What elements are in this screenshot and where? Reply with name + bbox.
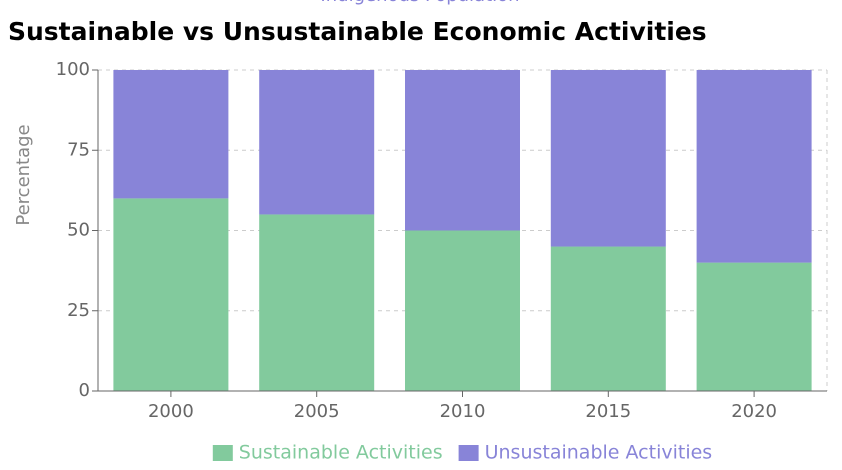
x-tick-label: 2005 [294,401,340,422]
legend-label: Sustainable Activities [239,442,443,464]
y-tick-label: 50 [67,220,90,241]
bar-segment [259,214,375,391]
bar-segment [259,70,375,215]
bar-segment [550,246,666,391]
legend-swatch [212,445,233,461]
y-tick-label: 75 [67,139,90,160]
bar-segment [405,230,520,391]
chart-title: Sustainable vs Unsustainable Economic Ac… [8,17,707,46]
bar-segment [113,70,229,199]
y-tick-label: 100 [56,59,90,80]
y-axis-label: Percentage [13,124,34,225]
cut-off-heading: Indigenous Population [320,0,519,6]
bar-segment [113,198,229,391]
x-tick-label: 2010 [440,401,486,422]
bar-segment [696,70,812,263]
bar-segment [696,262,812,391]
bar-segment [405,70,520,231]
bar-segment [550,70,666,247]
y-tick-label: 25 [67,300,90,321]
legend-swatch [458,445,479,461]
legend-label: Unsustainable Activities [485,442,713,464]
y-tick-label: 0 [79,380,90,401]
x-tick-label: 2020 [731,401,777,422]
x-tick-label: 2015 [585,401,631,422]
x-tick-label: 2000 [148,401,194,422]
